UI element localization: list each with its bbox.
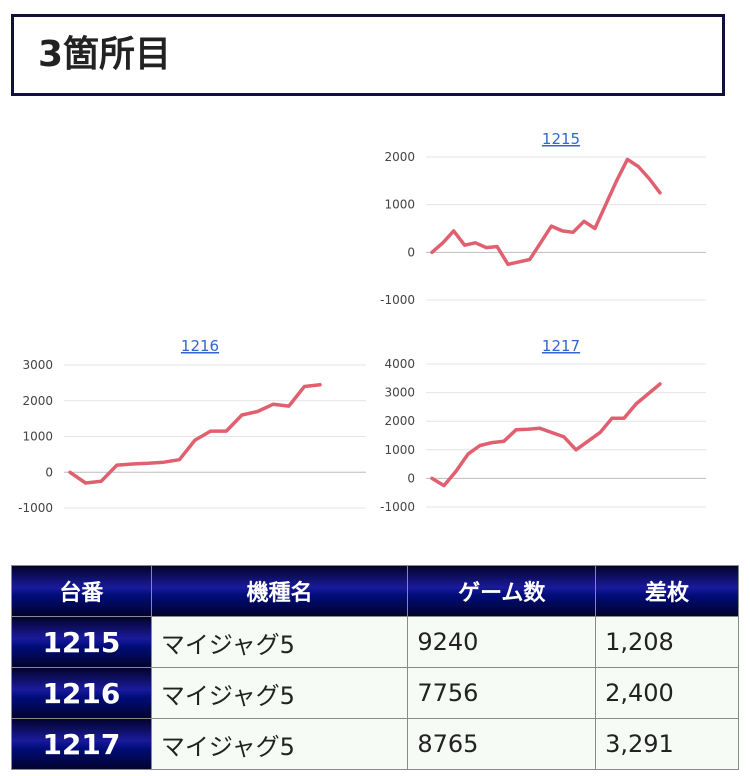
section-title: 3箇所目 (38, 34, 172, 75)
row-games: 8765 (407, 718, 597, 770)
chart-1215: 1215 2000 1000 0 -1000 (372, 125, 722, 310)
chart-1216-y-tick-label: 2000 (22, 394, 53, 408)
table-row: 1215 マイジャグ5 9240 1,208 (11, 616, 739, 668)
row-machine: マイジャグ5 (150, 667, 409, 719)
row-games: 9240 (407, 616, 597, 668)
table-row: 1217 マイジャグ5 8765 3,291 (11, 718, 739, 770)
chart-1217-title[interactable]: 1217 (542, 337, 580, 355)
chart-1216: 1216 3000 2000 1000 0 -1000 (10, 333, 375, 523)
chart-1216-series-line (68, 382, 322, 485)
chart-1216-title[interactable]: 1216 (181, 337, 219, 355)
chart-1215-svg: 1215 2000 1000 0 -1000 (380, 130, 706, 307)
machine-table: 台番 機種名 ゲーム数 差枚 1215 マイジャグ5 9240 1,208 12… (11, 565, 739, 770)
chart-1217-y-tick-label: 1000 (384, 443, 415, 457)
row-diff: 2,400 (595, 667, 739, 719)
chart-1217-series-line (430, 382, 662, 488)
header-diff: 差枚 (595, 565, 739, 617)
chart-1217-y-tick-label: 3000 (384, 386, 415, 400)
chart-1215-y-tick-label: 2000 (384, 150, 415, 164)
table-header-row: 台番 機種名 ゲーム数 差枚 (11, 565, 739, 617)
section-heading: 3箇所目 (11, 14, 725, 96)
row-diff: 3,291 (595, 718, 739, 770)
row-machine: マイジャグ5 (150, 718, 409, 770)
chart-1215-y-tick-label: 0 (407, 245, 415, 259)
row-machine: マイジャグ5 (150, 616, 409, 668)
chart-1217-svg: 1217 4000 3000 2000 1000 0 -1000 (380, 337, 706, 514)
chart-1215-y-tick-label: -1000 (380, 293, 415, 307)
chart-1217-y-tick-label: 4000 (384, 357, 415, 371)
header-number: 台番 (11, 565, 152, 617)
row-number: 1215 (11, 616, 152, 668)
header-games: ゲーム数 (407, 565, 597, 617)
header-machine: 機種名 (150, 565, 409, 617)
chart-1216-svg: 1216 3000 2000 1000 0 -1000 (18, 337, 366, 515)
chart-1215-y-tick-label: 1000 (384, 198, 415, 212)
row-games: 7756 (407, 667, 597, 719)
chart-1215-series-line (430, 157, 662, 267)
chart-1217-y-tick-label: 2000 (384, 414, 415, 428)
chart-1215-title[interactable]: 1215 (542, 130, 580, 148)
chart-1217-y-tick-label: 0 (407, 471, 415, 485)
row-number: 1216 (11, 667, 152, 719)
chart-1217: 1217 4000 3000 2000 1000 0 -1000 (372, 333, 722, 523)
chart-1216-y-tick-label: -1000 (18, 501, 53, 515)
row-diff: 1,208 (595, 616, 739, 668)
chart-1217-y-tick-label: -1000 (380, 500, 415, 514)
row-number: 1217 (11, 718, 152, 770)
table-row: 1216 マイジャグ5 7756 2,400 (11, 667, 739, 719)
chart-1216-y-tick-label: 1000 (22, 430, 53, 444)
chart-1216-y-tick-label: 0 (45, 465, 53, 479)
chart-1216-y-tick-label: 3000 (22, 358, 53, 372)
